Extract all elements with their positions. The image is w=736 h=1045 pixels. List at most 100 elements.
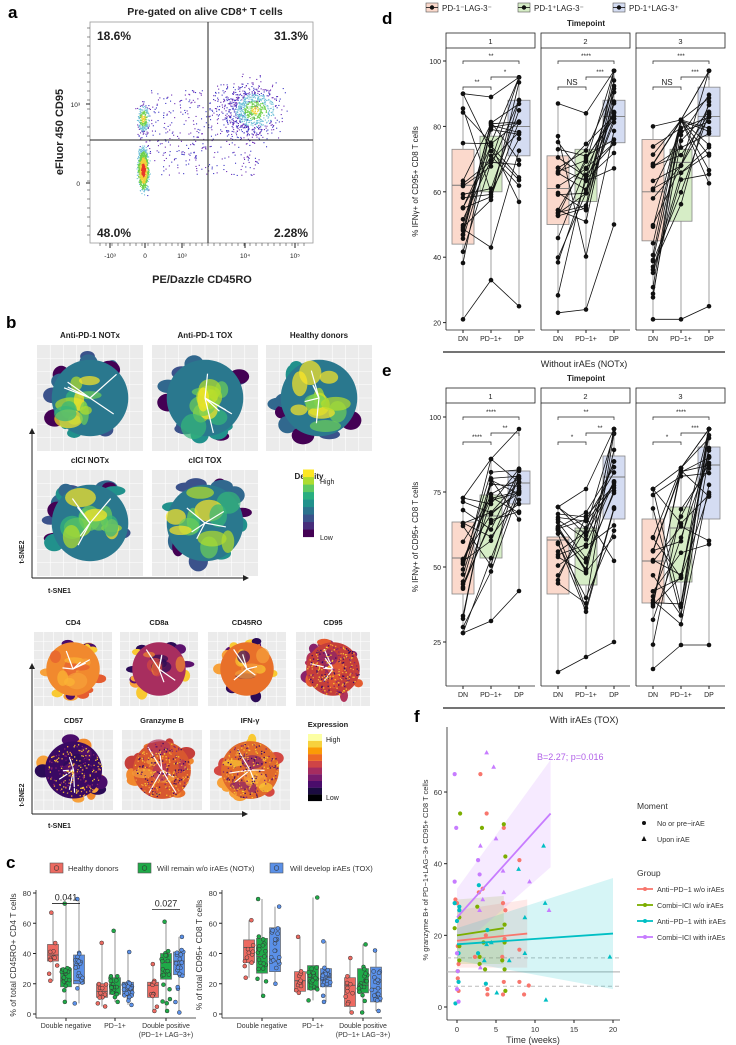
event-dot: [229, 109, 231, 111]
event-dot: [244, 116, 246, 118]
event-dot: [241, 125, 243, 127]
speckle: [338, 673, 340, 675]
event-dot: [138, 164, 140, 166]
speckle: [320, 678, 323, 680]
data-point: [115, 999, 120, 1005]
event-dot: [141, 170, 143, 172]
event-dot: [244, 110, 246, 112]
speckle: [83, 776, 85, 778]
cluster-gap: [62, 769, 74, 772]
speckle: [349, 673, 351, 676]
speckle: [335, 648, 338, 651]
event-dot: [251, 116, 253, 118]
speckle: [222, 771, 225, 773]
data-point: [295, 934, 301, 940]
density-legend-swatch: [303, 522, 314, 530]
speckle: [183, 777, 185, 780]
event-dot: [245, 117, 247, 119]
event-dot: [147, 145, 149, 147]
event-dot: [183, 154, 185, 156]
event-dot: [234, 121, 236, 123]
data-point: [322, 965, 327, 971]
event-dot: [250, 105, 252, 107]
speckle: [180, 769, 182, 771]
speckle: [74, 744, 76, 747]
speckle: [83, 794, 86, 796]
event-dot: [244, 108, 246, 110]
speckle: [311, 661, 313, 664]
speckle: [81, 760, 83, 762]
event-dot: [141, 164, 143, 166]
event-dot: [138, 177, 140, 179]
event-dot: [139, 128, 141, 130]
speckle: [143, 791, 146, 793]
event-dot: [161, 174, 163, 176]
speckle: [64, 779, 66, 782]
event-dot: [245, 105, 247, 107]
speckle: [242, 745, 244, 747]
speckle: [82, 755, 85, 757]
data-point: [63, 968, 68, 973]
event-dot: [147, 127, 149, 129]
event-dot: [270, 124, 272, 126]
event-dot: [258, 117, 260, 119]
event-dot: [210, 119, 212, 121]
event-dot: [217, 106, 219, 108]
event-dot: [228, 134, 230, 136]
data-point: [175, 965, 181, 970]
event-dot: [215, 134, 217, 136]
event-dot: [201, 150, 203, 152]
data-point: [320, 993, 326, 999]
event-dot: [230, 102, 232, 104]
event-dot: [142, 157, 144, 159]
speckle: [242, 796, 244, 798]
event-dot: [163, 166, 165, 168]
event-dot: [236, 111, 238, 113]
event-dot: [249, 115, 251, 117]
speckle: [318, 676, 320, 678]
expression-map: [34, 730, 113, 810]
event-dot: [241, 165, 243, 167]
speckle: [59, 773, 61, 775]
event-dot: [144, 128, 146, 130]
event-dot: [161, 143, 163, 145]
speckle: [165, 756, 167, 758]
event-dot: [156, 103, 158, 105]
speckle: [266, 757, 269, 759]
event-dot: [195, 156, 197, 158]
speckle: [161, 778, 163, 780]
speckle: [356, 665, 358, 667]
speckle: [339, 661, 341, 663]
expression-hotspot: [256, 647, 270, 664]
expression-hotspot: [53, 405, 77, 422]
event-dot: [144, 185, 146, 187]
event-dot: [237, 125, 239, 127]
event-dot: [209, 108, 211, 110]
event-dot: [269, 100, 271, 102]
paired-point: [583, 205, 589, 211]
event-dot: [145, 160, 147, 162]
speckle: [239, 770, 241, 772]
speckle: [338, 651, 340, 653]
event-dot: [272, 101, 274, 103]
speckle: [353, 652, 355, 655]
speckle: [161, 773, 163, 775]
speckle: [254, 775, 256, 777]
speckle: [179, 782, 181, 784]
paired-point: [488, 119, 494, 125]
speckle: [169, 781, 172, 783]
data-point: [345, 1001, 351, 1007]
speckle: [329, 666, 331, 668]
event-dot: [178, 137, 180, 139]
event-dot: [147, 186, 149, 188]
event-dot: [227, 86, 229, 88]
event-dot: [146, 179, 148, 181]
speckle: [78, 776, 81, 778]
data-point: [371, 969, 376, 974]
speckle: [157, 752, 160, 755]
event-dot: [253, 118, 255, 120]
speckle: [277, 767, 279, 769]
event-dot: [144, 110, 146, 112]
paired-point: [460, 183, 466, 189]
event-dot: [279, 98, 281, 100]
